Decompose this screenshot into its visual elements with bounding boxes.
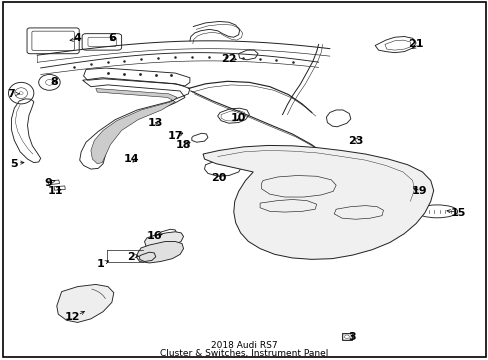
Polygon shape <box>136 242 183 263</box>
Text: 17: 17 <box>167 131 183 141</box>
Text: 8: 8 <box>50 77 58 87</box>
Bar <box>54 186 65 190</box>
Bar <box>341 333 351 340</box>
Text: 12: 12 <box>65 312 81 322</box>
Text: 19: 19 <box>410 186 426 196</box>
Text: 11: 11 <box>47 186 63 196</box>
Text: 20: 20 <box>211 173 226 183</box>
Text: 21: 21 <box>407 39 423 49</box>
Text: 9: 9 <box>44 178 52 188</box>
Text: 14: 14 <box>123 154 139 164</box>
Text: 22: 22 <box>221 54 236 64</box>
Text: 7: 7 <box>7 89 15 99</box>
Text: 2: 2 <box>127 252 135 262</box>
Text: 1: 1 <box>97 259 104 269</box>
Text: 2018 Audi RS7: 2018 Audi RS7 <box>211 341 277 350</box>
Text: 23: 23 <box>347 136 363 146</box>
Polygon shape <box>144 232 183 249</box>
Polygon shape <box>57 284 114 323</box>
Text: 10: 10 <box>230 113 246 123</box>
Text: 4: 4 <box>74 33 81 43</box>
Text: 3: 3 <box>347 333 355 342</box>
Bar <box>48 180 60 185</box>
Polygon shape <box>91 89 177 164</box>
Bar <box>342 334 350 339</box>
Text: Cluster & Switches, Instrument Panel: Cluster & Switches, Instrument Panel <box>160 349 328 358</box>
Text: 15: 15 <box>449 208 465 218</box>
Text: 13: 13 <box>148 118 163 128</box>
Text: 18: 18 <box>176 140 191 150</box>
Text: 16: 16 <box>146 231 162 242</box>
Text: 6: 6 <box>108 33 116 43</box>
Text: 5: 5 <box>11 159 18 169</box>
Polygon shape <box>203 145 433 259</box>
